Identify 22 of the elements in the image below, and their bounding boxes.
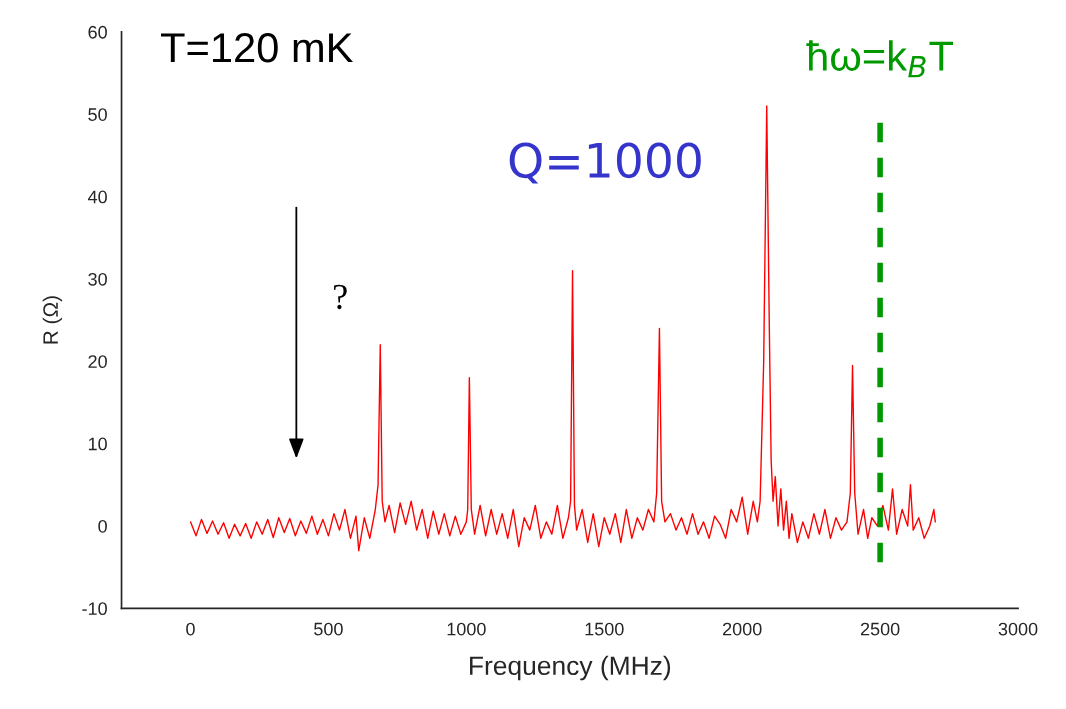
y-tick-label: 30 [88, 272, 107, 286]
y-tick-label: 60 [88, 25, 107, 39]
x-tick-label: 2500 [860, 622, 900, 636]
annotation: Q=1000 [509, 142, 701, 184]
y-tick-label: 20 [88, 355, 107, 369]
y-tick-label: -10 [82, 602, 107, 616]
x-tick-label: 1000 [447, 622, 486, 636]
y-tick-label: 50 [88, 108, 107, 121]
y-tick-label: 0 [98, 519, 107, 533]
x-axis-title: Frequency (MHz) [470, 655, 671, 681]
x-tick-label: 0 [186, 622, 195, 636]
y-tick-label: 10 [88, 437, 107, 451]
annotation: T=120 mK [161, 33, 353, 63]
x-tick-label: 3000 [998, 622, 1038, 636]
x-tick-label: 2000 [723, 622, 762, 636]
line-series [189, 105, 936, 552]
annotation: ? [334, 284, 347, 310]
x-tick-label: 500 [314, 622, 343, 636]
x-tick-label: 1500 [585, 622, 624, 636]
ref-line-label: ħω=k$_{B}$T [806, 40, 954, 78]
y-axis-title: R (Ω) [42, 296, 63, 344]
y-tick-label: 40 [87, 190, 107, 204]
